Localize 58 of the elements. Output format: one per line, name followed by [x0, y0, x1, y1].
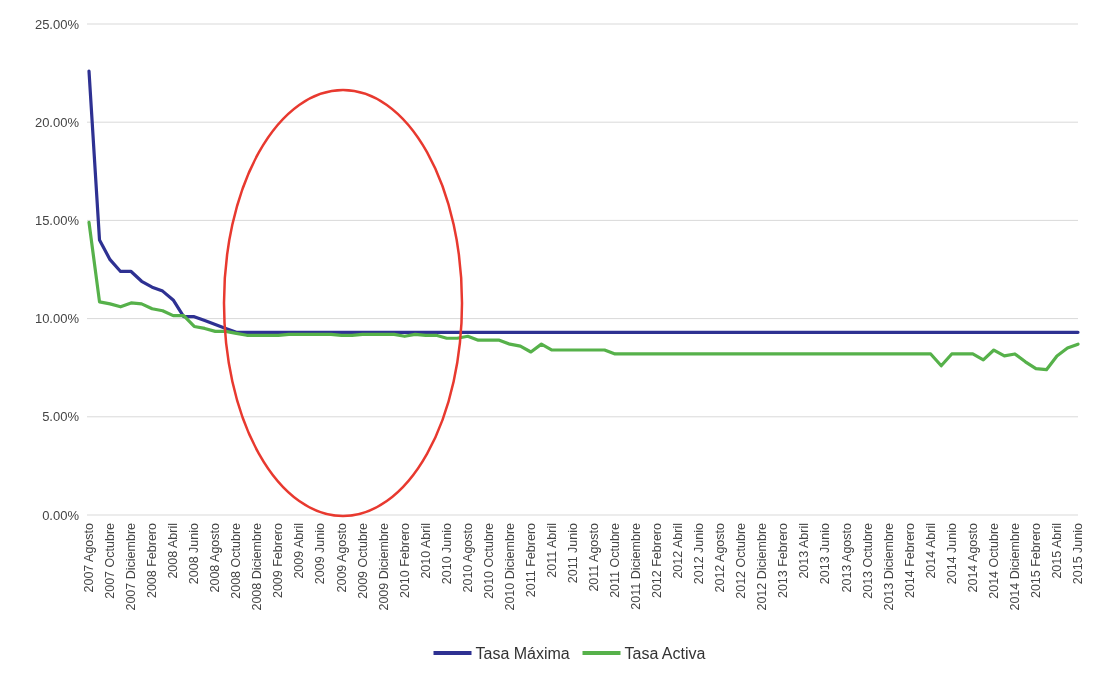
x-tick-label: 2012 Octubre [734, 522, 749, 599]
y-tick-label: 15.00% [34, 212, 80, 228]
x-tick-label: 2011 Diciembre [629, 522, 644, 610]
x-tick-label: 2011 Agosto [587, 522, 602, 592]
x-tick-label: 2009 Abril [292, 523, 307, 579]
x-tick-label: 2015 Abril [1049, 523, 1064, 579]
x-tick-label: 2010 Agosto [460, 522, 475, 593]
line-series [87, 220, 1080, 372]
x-tick-label: 2013 Octubre [860, 522, 875, 599]
y-tick-label: 10.00% [34, 311, 80, 327]
x-tick-label: 2013 Febrero [776, 522, 791, 599]
x-tick-label: 2014 Abril [923, 523, 938, 579]
x-tick-label: 2012 Febrero [650, 522, 665, 599]
x-tick-label: 2010 Diciembre [502, 522, 517, 611]
x-tick-label: 2009 Diciembre [376, 522, 391, 611]
x-tick-label: 2012 Junio [692, 522, 707, 585]
x-tick-label: 2014 Diciembre [1007, 522, 1022, 611]
x-tick-label: 2012 Abril [671, 523, 686, 579]
x-tick-label: 2011 Abril [544, 523, 559, 578]
x-tick-label: 2011 Junio [565, 522, 580, 584]
x-tick-label: 2015 Febrero [1028, 522, 1043, 599]
x-tick-label: 2008 Febrero [145, 522, 160, 599]
x-tick-label: 2011 Octubre [608, 522, 623, 598]
x-tick-label: 2010 Abril [418, 523, 433, 579]
x-tick-label: 2013 Junio [818, 522, 833, 585]
y-tick-label: 5.00% [42, 409, 80, 425]
x-tick-label: 2014 Octubre [986, 522, 1001, 599]
x-tick-label: 2007 Octubre [103, 522, 118, 599]
x-tick-label: 2010 Febrero [397, 522, 412, 599]
x-tick-label: 2009 Febrero [271, 522, 286, 599]
x-tick-label: 2008 Octubre [229, 522, 244, 599]
legend-label: Tasa Activa [624, 644, 706, 662]
x-tick-label: 2012 Agosto [713, 522, 728, 593]
legend-label: Tasa Máxima [475, 644, 570, 662]
x-tick-label: 2007 Agosto [82, 522, 96, 593]
x-tick-label: 2014 Agosto [965, 522, 980, 593]
x-tick-label: 2014 Junio [944, 522, 959, 585]
y-tick-label: 20.00% [34, 114, 80, 130]
x-tick-label: 2009 Octubre [355, 522, 370, 599]
x-tick-label: 2007 Diciembre [124, 522, 139, 611]
x-tick-label: 2008 Agosto [208, 522, 223, 593]
y-tick-label: 25.00% [34, 16, 80, 32]
x-tick-label: 2010 Junio [439, 522, 454, 585]
line-series [87, 69, 1080, 334]
x-tick-label: 2009 Junio [313, 522, 328, 585]
x-tick-label: 2012 Diciembre [755, 522, 770, 611]
x-tick-label: 2008 Junio [187, 522, 202, 585]
x-tick-label: 2013 Abril [797, 523, 812, 579]
x-tick-label: 2008 Abril [166, 523, 181, 579]
x-tick-label: 2010 Octubre [481, 522, 496, 599]
x-tick-label: 2009 Agosto [334, 522, 349, 593]
y-tick-label: 0.00% [42, 507, 80, 523]
x-tick-label: 2011 Febrero [523, 522, 538, 598]
x-tick-label: 2013 Diciembre [881, 522, 896, 611]
x-tick-label: 2015 Junio [1071, 522, 1085, 585]
x-tick-label: 2013 Agosto [839, 522, 854, 593]
x-tick-label: 2014 Febrero [902, 522, 917, 599]
x-tick-label: 2008 Diciembre [250, 522, 265, 611]
